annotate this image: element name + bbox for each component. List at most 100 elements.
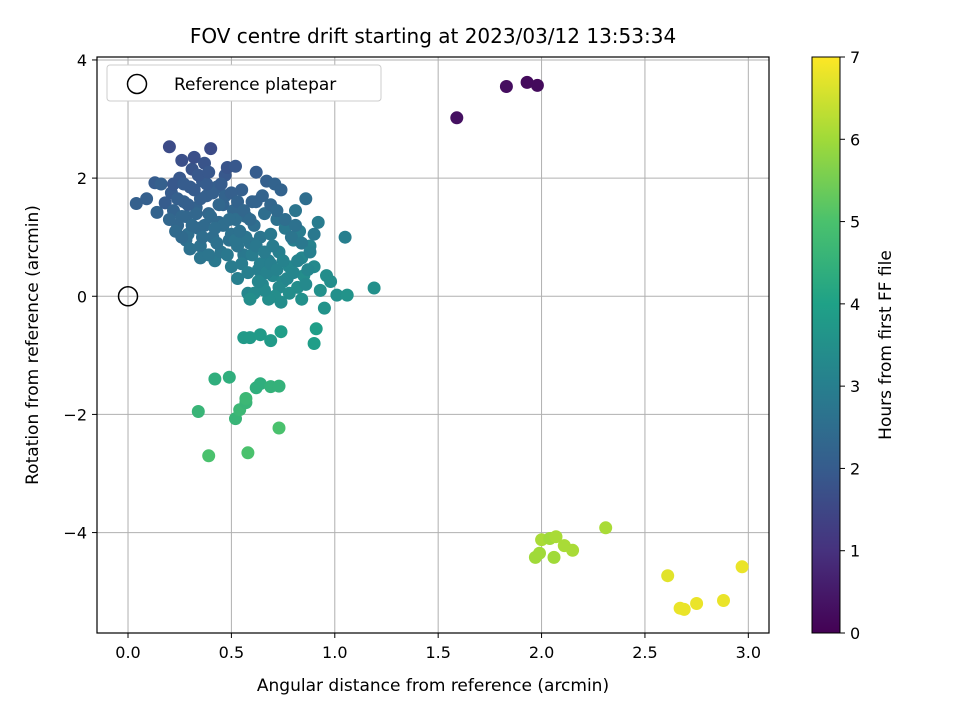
scatter-point: [284, 230, 298, 244]
scatter-point: [191, 405, 205, 418]
scatter-point: [690, 597, 704, 610]
scatter-point: [272, 379, 286, 393]
colorbar-label: Hours from first FF file: [876, 250, 896, 440]
scatter-point: [220, 248, 234, 262]
scatter-point: [222, 370, 236, 384]
y-axis-ticks: −4 −2 0 2 4: [63, 51, 97, 543]
legend-open-circle-icon: [126, 73, 148, 95]
scatter-point: [204, 210, 218, 223]
scatter-point: [189, 207, 203, 221]
y-tick-label: −4: [63, 524, 87, 543]
scatter-point: [208, 372, 222, 386]
scatter-point: [233, 224, 247, 238]
scatter-point: [291, 254, 305, 268]
scatter-point: [299, 277, 313, 291]
scatter-point: [307, 337, 321, 350]
x-tick-label: 2.0: [529, 643, 554, 662]
colorbar-tick-label: 3: [850, 377, 860, 396]
colorbar-tick-label: 2: [850, 459, 860, 478]
y-tick-label: 2: [77, 169, 87, 188]
colorbar-tick-label: 1: [850, 542, 860, 561]
colorbar-tick-label: 6: [850, 130, 860, 149]
scatter-points: [129, 75, 749, 616]
scatter-point: [272, 421, 286, 435]
scatter-point: [177, 177, 191, 191]
scatter-point: [270, 204, 284, 218]
scatter-point: [129, 197, 143, 210]
plot-frame: [96, 56, 770, 634]
scatter-point: [212, 198, 226, 212]
chart-title: FOV centre drift starting at 2023/03/12 …: [190, 24, 676, 48]
scatter-point: [243, 331, 257, 345]
scatter-point: [295, 236, 309, 250]
scatter-point: [266, 239, 280, 253]
scatter-point: [309, 322, 323, 336]
scatter-point: [202, 248, 216, 262]
scatter-point: [282, 286, 296, 300]
scatter-point: [231, 272, 245, 285]
y-axis-label: Rotation from reference (arcmin): [23, 205, 43, 485]
scatter-point: [599, 521, 613, 535]
scatter-point: [243, 213, 257, 226]
scatter-point: [735, 560, 749, 574]
grid-lines: [97, 57, 769, 633]
x-tick-label: 3.0: [736, 643, 761, 662]
scatter-point: [520, 75, 534, 89]
scatter-point: [229, 159, 242, 173]
scatter-point: [187, 150, 201, 164]
scatter-point: [253, 328, 267, 342]
x-axis-ticks: 0.0 0.5 1.0 1.5 2.0 2.5 3.0: [115, 633, 761, 662]
scatter-point: [191, 168, 205, 182]
scatter-point: [324, 275, 338, 288]
scatter-point: [677, 602, 691, 616]
scatter-point: [175, 153, 189, 167]
scatter-point: [295, 292, 309, 306]
scatter-point: [264, 227, 278, 241]
scatter-point: [202, 449, 216, 463]
scatter-point: [158, 196, 172, 210]
colorbar-tick-label: 5: [850, 213, 860, 232]
colorbar: 0 1 2 3 4 5 6 7 Hours from first FF file: [811, 48, 896, 643]
scatter-point: [243, 292, 257, 306]
scatter-point: [181, 198, 195, 212]
x-tick-label: 1.5: [425, 643, 450, 662]
scatter-point: [661, 569, 675, 583]
scatter-point: [253, 377, 267, 391]
colorbar-tick-label: 4: [850, 295, 860, 314]
x-tick-label: 2.5: [632, 643, 657, 662]
colorbar-ticks: 0 1 2 3 4 5 6 7: [840, 48, 860, 643]
scatter-point: [235, 183, 249, 197]
scatter-point: [196, 230, 209, 244]
x-tick-label: 1.0: [322, 643, 347, 662]
y-tick-label: 0: [77, 287, 87, 306]
scatter-point: [311, 215, 325, 229]
scatter-point: [167, 177, 180, 191]
scatter-point: [204, 142, 218, 156]
scatter-point: [274, 183, 288, 197]
scatter-point: [187, 183, 201, 197]
scatter-point: [330, 288, 344, 302]
scatter-point: [239, 392, 253, 405]
x-axis-label: Angular distance from reference (arcmin): [257, 676, 609, 696]
scatter-point: [162, 140, 176, 154]
scatter-point: [533, 546, 546, 560]
scatter-point: [530, 78, 544, 92]
scatter-point: [150, 205, 164, 219]
scatter-point: [278, 213, 292, 226]
scatter-point: [241, 446, 255, 460]
colorbar-gradient: [811, 56, 841, 634]
scatter-point: [340, 288, 354, 302]
scatter-point: [338, 230, 352, 244]
scatter-point: [241, 266, 255, 280]
scatter-point: [276, 254, 290, 268]
scatter-point: [208, 221, 222, 235]
scatter-point: [175, 230, 189, 244]
scatter-point: [547, 550, 561, 564]
scatter-point: [499, 80, 513, 93]
scatter-point: [367, 281, 381, 295]
scatter-point: [286, 266, 300, 280]
x-tick-label: 0.5: [219, 643, 244, 662]
scatter-point: [154, 177, 168, 191]
scatter-point: [274, 325, 288, 339]
